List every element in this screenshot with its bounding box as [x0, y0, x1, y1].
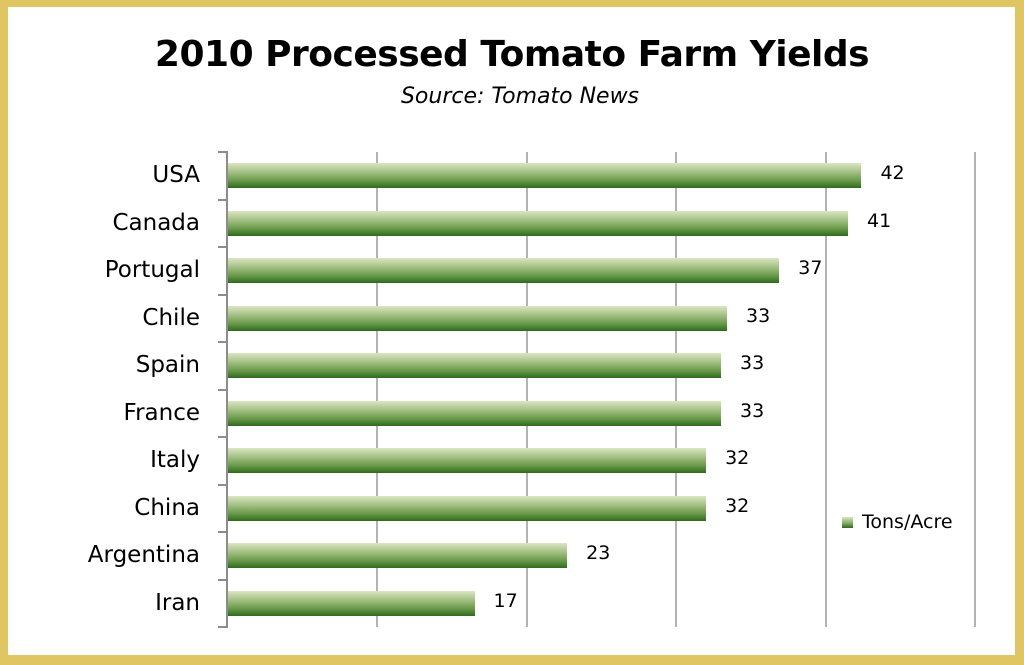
y-axis-tick — [218, 341, 228, 343]
plot-area: 42 41 37 33 33 33 32 32 23 17 — [218, 151, 976, 628]
bar-row: 33 — [228, 390, 975, 438]
bar — [228, 305, 727, 331]
category-label: France — [123, 399, 200, 426]
category-label: Spain — [135, 352, 200, 378]
gridline — [376, 152, 379, 627]
bar — [228, 163, 862, 188]
bar-row: 42 — [228, 152, 975, 200]
category-label: Argentina — [87, 542, 200, 568]
data-label: 33 — [740, 399, 765, 422]
category-label: China — [134, 494, 200, 521]
bar-row: 37 — [228, 247, 975, 295]
bar-row: 17 — [228, 580, 975, 628]
bar — [228, 210, 848, 236]
data-label: 37 — [798, 257, 823, 279]
gridline — [974, 152, 976, 627]
y-axis-tick — [218, 483, 228, 486]
data-label: 23 — [586, 542, 611, 564]
bar — [228, 448, 707, 473]
data-label: 32 — [725, 494, 750, 517]
chart-title: 2010 Processed Tomato Farm Yields — [154, 34, 870, 75]
data-label: 42 — [880, 162, 905, 184]
bar — [228, 590, 475, 616]
bar-row: 33 — [228, 342, 975, 390]
data-label: 17 — [493, 589, 518, 612]
bar — [228, 543, 568, 568]
data-label: 41 — [867, 209, 892, 232]
category-label: Portugal — [104, 257, 200, 283]
legend-label: Tons/Acre — [862, 511, 953, 533]
data-label: 32 — [725, 447, 750, 469]
bar — [228, 495, 707, 521]
bar-row: 33 — [228, 295, 975, 343]
bar-row: 41 — [228, 200, 975, 248]
bar-row: 32 — [228, 485, 975, 533]
category-label: Canada — [112, 209, 200, 236]
bar — [228, 353, 722, 378]
bar-row: 32 — [228, 437, 975, 485]
y-axis-tick — [218, 388, 228, 391]
gridline — [525, 152, 528, 627]
y-axis-tick — [218, 293, 228, 296]
gridline — [824, 152, 827, 627]
legend: Tons/Acre — [842, 511, 953, 533]
y-axis-tick — [218, 578, 228, 581]
gridline — [675, 152, 678, 627]
legend-swatch-icon — [842, 516, 853, 528]
category-label: USA — [152, 162, 200, 188]
chart-subtitle: Source: Tomato News — [400, 84, 640, 109]
bar — [228, 400, 722, 426]
category-label: Italy — [150, 447, 200, 473]
category-label: Iran — [155, 589, 200, 616]
data-label: 33 — [740, 352, 765, 374]
y-axis-tick — [218, 151, 228, 153]
y-axis-tick — [218, 626, 228, 628]
y-axis-tick — [218, 198, 228, 201]
data-label: 33 — [745, 304, 771, 327]
y-axis-tick — [218, 531, 228, 533]
y-axis-tick — [218, 436, 228, 438]
category-label: Chile — [142, 304, 200, 331]
bar — [228, 258, 780, 283]
y-axis-tick — [218, 246, 228, 248]
bar-row: 23 — [228, 532, 975, 580]
